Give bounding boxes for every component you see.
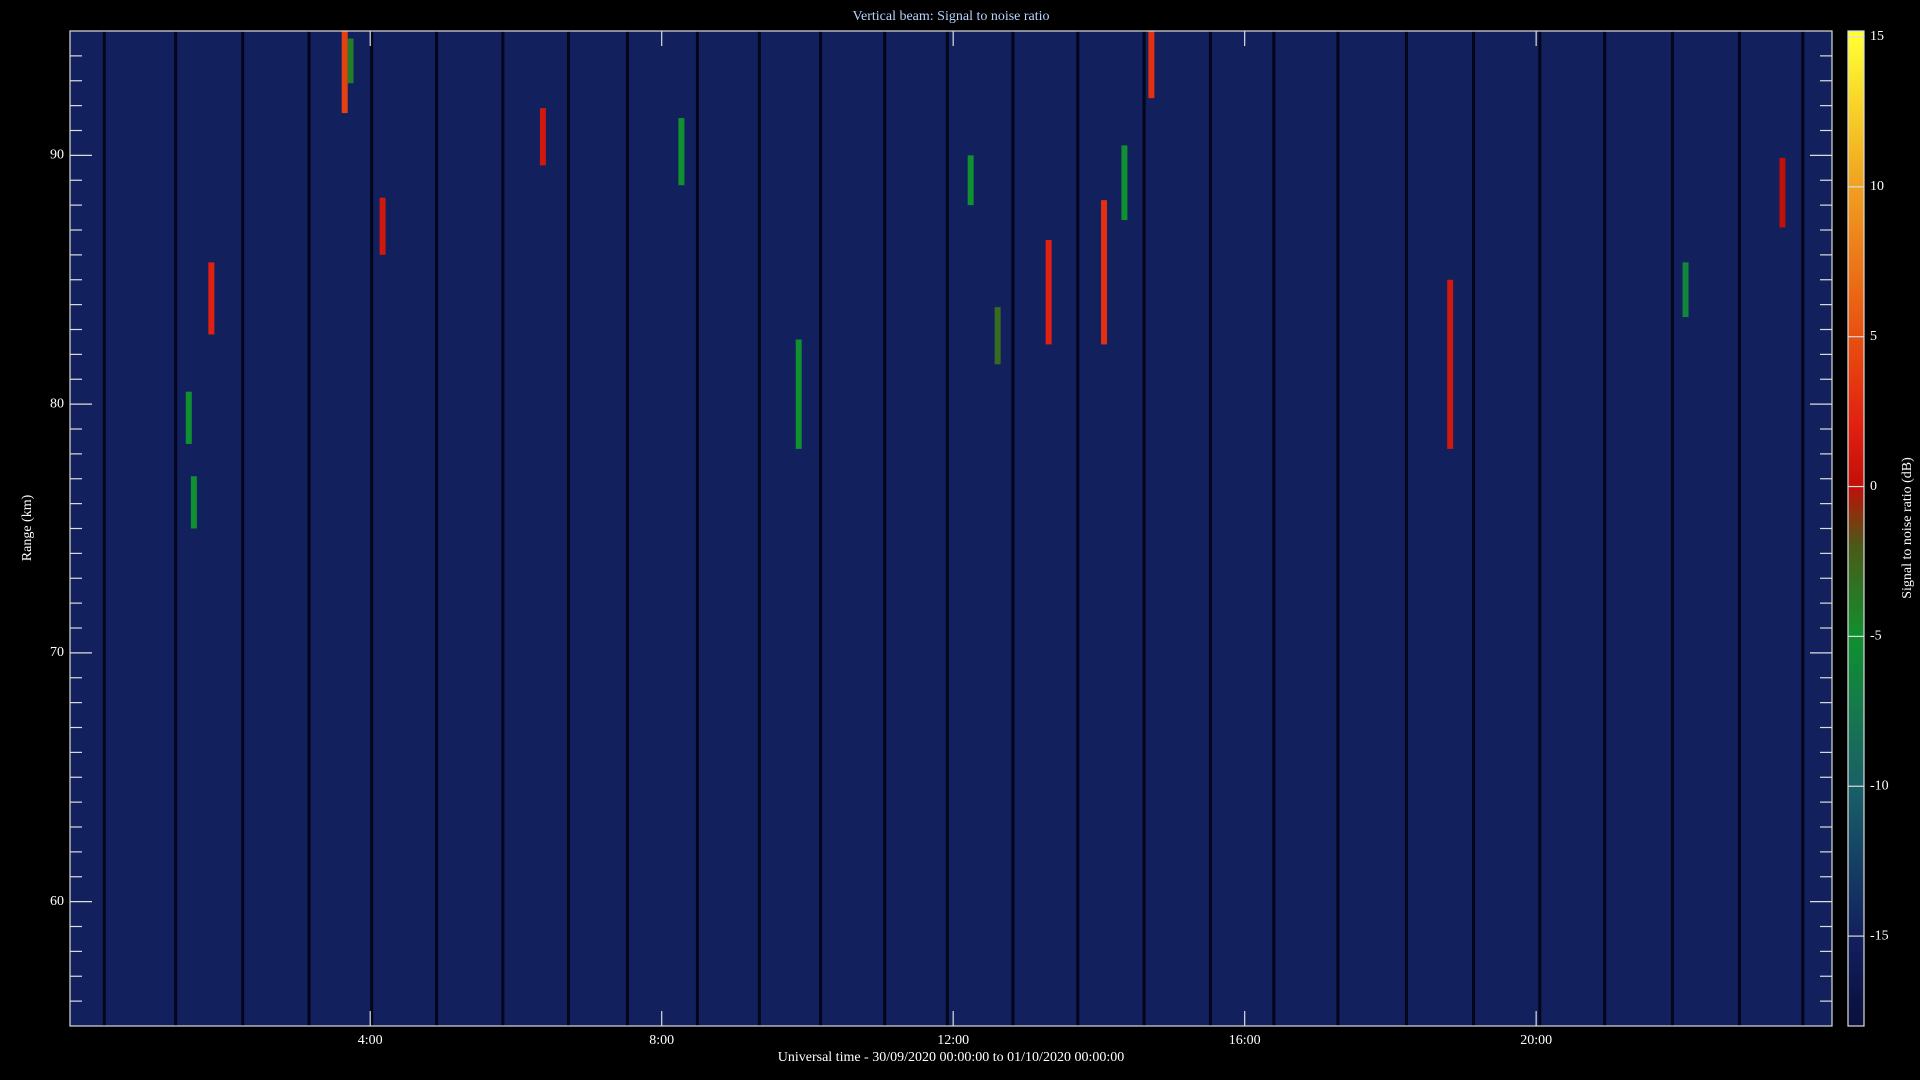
echo bbox=[1101, 200, 1108, 345]
data-gap bbox=[1737, 31, 1741, 1026]
echo bbox=[994, 307, 1001, 365]
data-gap bbox=[1471, 31, 1475, 1026]
heatmap-background bbox=[70, 31, 1832, 1026]
chart-title: Vertical beam: Signal to noise ratio bbox=[852, 9, 1049, 24]
echo bbox=[1447, 279, 1454, 449]
echo bbox=[539, 108, 546, 166]
data-gap bbox=[695, 31, 699, 1026]
data-gap bbox=[241, 31, 245, 1026]
echo bbox=[379, 197, 386, 255]
x-tick-label: 8:00 bbox=[649, 1033, 674, 1048]
colorbar bbox=[1848, 31, 1864, 1026]
data-gap bbox=[102, 31, 106, 1026]
x-tick-label: 4:00 bbox=[358, 1033, 383, 1048]
colorbar-tick-label: 0 bbox=[1870, 479, 1877, 494]
data-gap bbox=[757, 31, 761, 1026]
echo bbox=[1045, 239, 1052, 345]
data-gap bbox=[1272, 31, 1276, 1026]
colorbar-tick-label: -10 bbox=[1870, 778, 1889, 793]
colorbar-tick-label: -15 bbox=[1870, 928, 1889, 943]
data-gap bbox=[625, 31, 629, 1026]
colorbar-tick-label: 15 bbox=[1870, 29, 1884, 44]
data-gap bbox=[1336, 31, 1340, 1026]
colorbar-tick-label: 10 bbox=[1870, 179, 1884, 194]
colorbar-label: Signal to noise ratio (dB) bbox=[1900, 457, 1915, 599]
data-gap bbox=[435, 31, 439, 1026]
echo bbox=[795, 339, 802, 449]
data-gap bbox=[945, 31, 949, 1026]
data-gap bbox=[1801, 31, 1805, 1026]
colorbar-tick-label: 5 bbox=[1870, 329, 1877, 344]
colorbar-frame bbox=[1847, 30, 1865, 1027]
echo bbox=[1148, 31, 1155, 99]
echo bbox=[347, 38, 354, 84]
x-axis-label: Universal time - 30/09/2020 00:00:00 to … bbox=[778, 1050, 1124, 1065]
y-tick-label: 60 bbox=[50, 894, 64, 909]
echo bbox=[1779, 157, 1786, 228]
data-gap bbox=[174, 31, 178, 1026]
y-axis-label: Range (km) bbox=[20, 494, 35, 561]
data-gap bbox=[883, 31, 887, 1026]
echo bbox=[1121, 145, 1128, 221]
colorbar-tick-label: -5 bbox=[1870, 629, 1882, 644]
echo bbox=[208, 262, 215, 335]
data-gap bbox=[307, 31, 311, 1026]
data-gap bbox=[1208, 31, 1212, 1026]
data-gap bbox=[1011, 31, 1015, 1026]
x-tick-label: 12:00 bbox=[937, 1033, 969, 1048]
x-tick-label: 16:00 bbox=[1229, 1033, 1261, 1048]
data-gap bbox=[370, 31, 374, 1026]
echo bbox=[185, 391, 192, 444]
echo bbox=[967, 155, 974, 206]
data-gap bbox=[1142, 31, 1146, 1026]
y-tick-label: 70 bbox=[50, 645, 64, 660]
data-gap bbox=[819, 31, 823, 1026]
echo bbox=[190, 476, 197, 529]
data-gap bbox=[1538, 31, 1542, 1026]
data-gap bbox=[1076, 31, 1080, 1026]
data-gap bbox=[1670, 31, 1674, 1026]
y-tick-label: 90 bbox=[50, 148, 64, 163]
y-tick-label: 80 bbox=[50, 396, 64, 411]
data-gap bbox=[566, 31, 570, 1026]
data-gap bbox=[1603, 31, 1607, 1026]
echo bbox=[1682, 262, 1689, 318]
echo bbox=[678, 118, 685, 186]
data-gap bbox=[501, 31, 505, 1026]
x-tick-label: 20:00 bbox=[1520, 1033, 1552, 1048]
echo bbox=[341, 31, 348, 114]
data-gap bbox=[1404, 31, 1408, 1026]
